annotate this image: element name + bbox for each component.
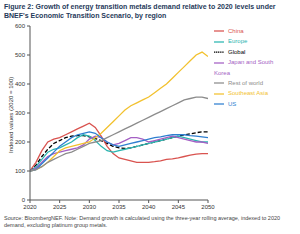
html-text:Source: BloombergNEF. Note: De: Source: BloombergNEF. Note: Demand growt… xyxy=(4,215,281,228)
svg-text:2040: 2040 xyxy=(142,204,156,210)
html-text:Southeast Asia: Southeast Asia xyxy=(228,90,268,97)
svg-text:2030: 2030 xyxy=(83,204,97,210)
svg-text:2050: 2050 xyxy=(201,204,215,210)
svg-text:2025: 2025 xyxy=(53,204,67,210)
html-text:Figure 2: Growth of energy tra: Figure 2: Growth of energy transition me… xyxy=(4,3,276,19)
html-text:US: US xyxy=(228,100,237,107)
svg-text:2045: 2045 xyxy=(172,204,186,210)
html-text:China: China xyxy=(228,28,244,34)
svg-text:400: 400 xyxy=(15,81,26,87)
svg-text:200: 200 xyxy=(15,139,26,145)
html-text:Europe: Europe xyxy=(228,38,248,45)
html-text:Japan and South Korea: Japan and South Korea xyxy=(214,59,274,76)
svg-text:2035: 2035 xyxy=(112,204,126,210)
svg-text:300: 300 xyxy=(15,110,26,116)
svg-text:500: 500 xyxy=(15,52,26,58)
html-text:Global: Global xyxy=(228,48,246,55)
html-text:Rest of world: Rest of world xyxy=(228,79,263,86)
svg-text:600: 600 xyxy=(15,23,26,29)
svg-text:Indexed values (2020 = 100): Indexed values (2020 = 100) xyxy=(8,77,14,153)
svg-text:0: 0 xyxy=(22,197,26,203)
svg-text:2020: 2020 xyxy=(23,204,37,210)
svg-text:100: 100 xyxy=(15,168,26,174)
